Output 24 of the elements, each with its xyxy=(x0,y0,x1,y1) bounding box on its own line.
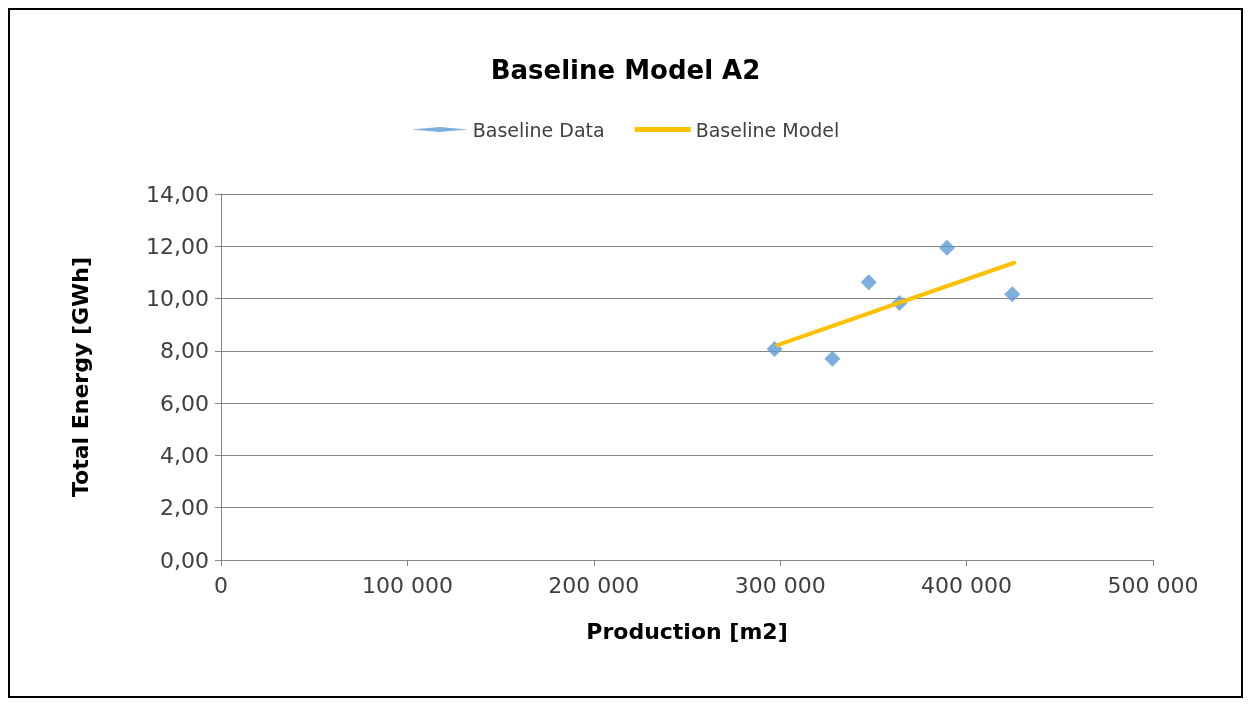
point xyxy=(824,350,841,367)
point xyxy=(1004,286,1021,303)
x-tick-label: 200 000 xyxy=(548,572,640,598)
legend-label: Baseline Model xyxy=(695,118,840,141)
chart-title: Baseline Model A2 xyxy=(490,55,761,85)
x-tick-label: 400 000 xyxy=(921,572,1013,598)
x-tick-label: 0 xyxy=(214,572,228,598)
y-tick-label: 0,00 xyxy=(160,547,209,573)
y-tick-label: 10,00 xyxy=(146,286,209,312)
legend-label: Baseline Data xyxy=(472,118,605,141)
x-tick-label: 300 000 xyxy=(734,572,826,598)
point xyxy=(939,239,956,256)
point xyxy=(766,341,783,358)
y-tick-label: 4,00 xyxy=(160,442,209,468)
x-tick-label: 100 000 xyxy=(361,572,453,598)
y-axis-title: Total Energy [GWh] xyxy=(67,256,93,498)
y-tick-label: 2,00 xyxy=(160,495,209,521)
y-tick-label: 6,00 xyxy=(160,390,209,416)
y-tick-label: 12,00 xyxy=(146,233,209,259)
point xyxy=(860,274,877,291)
y-tick-label: 14,00 xyxy=(146,181,209,207)
x-axis-title: Production [m2] xyxy=(586,618,788,644)
x-tick-label: 500 000 xyxy=(1107,572,1199,598)
y-tick-label: 8,00 xyxy=(160,338,209,364)
